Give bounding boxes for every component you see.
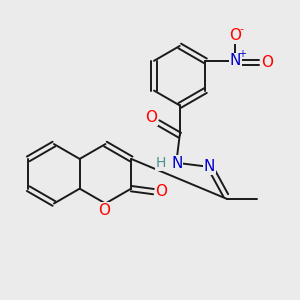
Text: N: N	[171, 156, 182, 171]
Text: +: +	[238, 49, 246, 59]
Text: N: N	[230, 53, 241, 68]
Text: O: O	[98, 202, 110, 217]
Text: O: O	[229, 28, 241, 43]
Text: O: O	[155, 184, 167, 199]
Text: O: O	[146, 110, 158, 125]
Text: O: O	[261, 55, 273, 70]
Text: -: -	[240, 24, 244, 34]
Text: H: H	[155, 156, 166, 170]
Text: N: N	[204, 159, 215, 174]
